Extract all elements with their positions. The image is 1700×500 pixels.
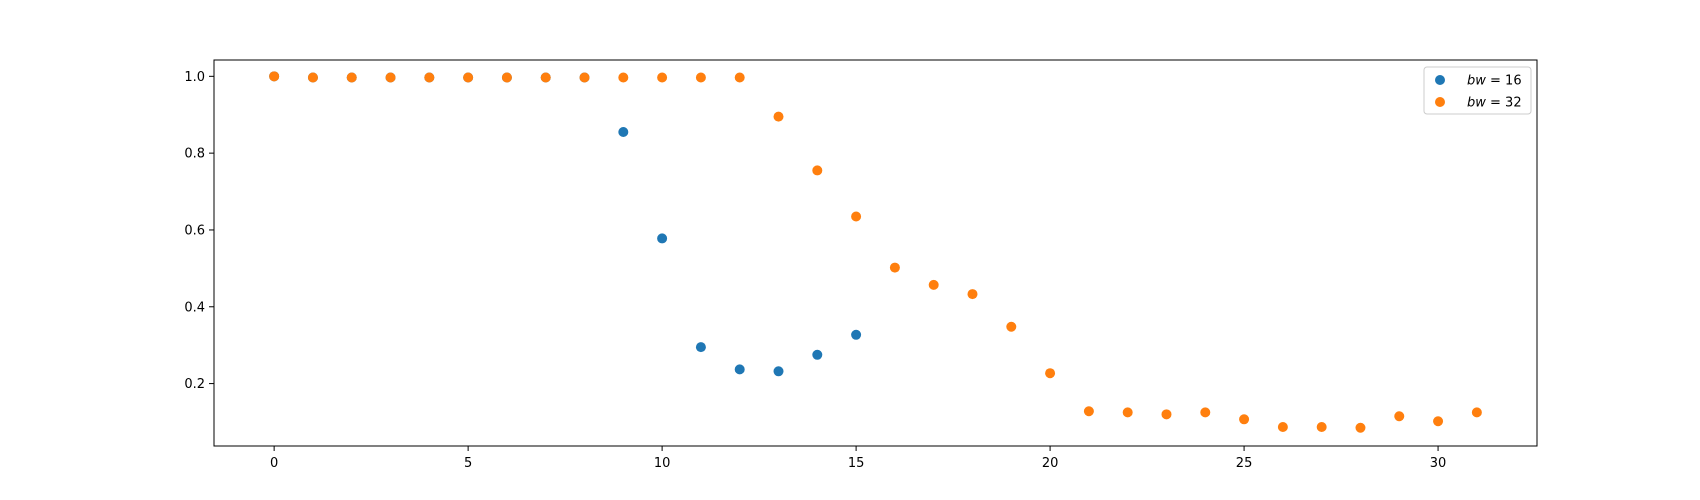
y-tick-label: 0.6 [184, 223, 205, 238]
data-point [734, 364, 745, 375]
data-point [657, 233, 668, 244]
data-point [1277, 421, 1288, 432]
data-point [269, 71, 280, 82]
series-1 [269, 71, 1482, 433]
y-axis: 0.2 0.4 0.6 0.8 1.0 [184, 70, 214, 392]
data-point [967, 289, 978, 300]
data-point [1161, 409, 1172, 420]
data-point [773, 366, 784, 377]
data-point [1122, 407, 1133, 418]
data-point [928, 279, 939, 290]
data-point [1471, 407, 1482, 418]
legend-marker [1435, 97, 1445, 107]
x-tick-label: 20 [1042, 456, 1059, 471]
x-tick-label: 15 [848, 456, 865, 471]
y-tick-label: 0.8 [184, 147, 205, 162]
plot-marks [269, 71, 1482, 433]
x-tick-label: 30 [1430, 456, 1447, 471]
x-tick-label: 0 [270, 456, 278, 471]
data-point [424, 72, 435, 83]
data-point [385, 72, 396, 83]
data-point [540, 72, 551, 83]
data-point [346, 72, 357, 83]
data-point [889, 262, 900, 273]
legend-label-var: bw [1467, 96, 1486, 111]
x-tick-label: 10 [654, 456, 671, 471]
data-point [618, 72, 629, 83]
series-0 [269, 71, 862, 377]
data-point [501, 72, 512, 83]
axes-frame [213, 59, 1538, 447]
y-tick-label: 1.0 [184, 70, 205, 85]
data-point [773, 111, 784, 122]
data-point [1045, 368, 1056, 379]
data-point [1394, 411, 1405, 422]
y-tick-label: 0.4 [184, 300, 205, 315]
data-point [579, 72, 590, 83]
data-point [1006, 321, 1017, 332]
data-point [1433, 416, 1444, 427]
data-point [1239, 414, 1250, 425]
legend-label-var: bw [1467, 74, 1486, 89]
legend-label: bw = 32 [1467, 96, 1522, 111]
data-point [851, 211, 862, 222]
data-point [695, 72, 706, 83]
data-point [695, 342, 706, 353]
data-point [812, 165, 823, 176]
data-point [618, 127, 629, 138]
data-point [1200, 407, 1211, 418]
y-tick-label: 0.2 [184, 377, 205, 392]
x-tick-label: 5 [464, 456, 472, 471]
data-point [657, 72, 668, 83]
data-point [812, 349, 823, 360]
legend-label: bw = 16 [1467, 74, 1522, 89]
data-point [1355, 422, 1366, 433]
legend-box [1423, 66, 1532, 115]
legend-label-value: = 32 [1486, 96, 1522, 111]
x-tick-label: 25 [1236, 456, 1253, 471]
data-point [1083, 406, 1094, 417]
legend-marker [1435, 75, 1445, 85]
data-point [463, 72, 474, 83]
data-point [307, 72, 318, 83]
data-point [1316, 421, 1327, 432]
data-point [851, 329, 862, 340]
legend-label-value: = 16 [1486, 74, 1522, 89]
data-point [734, 72, 745, 83]
x-axis: 0 5 10 15 20 25 30 [270, 446, 1446, 471]
